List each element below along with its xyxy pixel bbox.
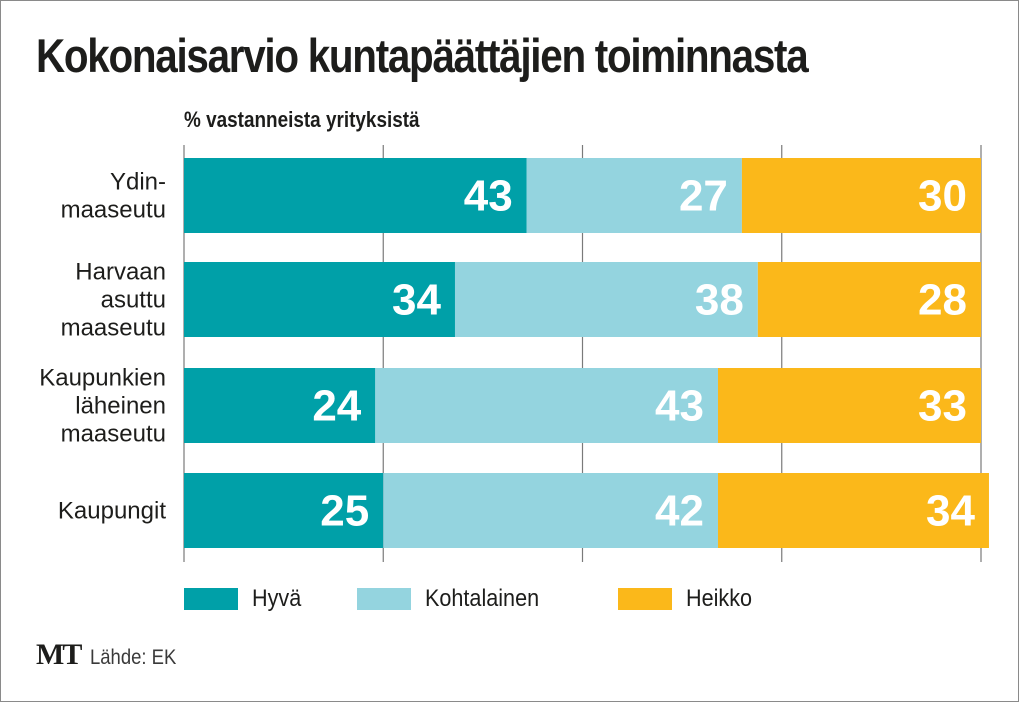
legend-label: Heikko — [686, 585, 753, 612]
legend-label: Kohtalainen — [425, 585, 540, 612]
bar-hyvä-2 — [184, 368, 376, 443]
bar-heikko-0 — [741, 158, 981, 233]
legend-swatch — [184, 588, 238, 610]
data-label-kohtalainen-0: 27 — [679, 172, 728, 221]
chart-subtitle: % vastanneista yrityksistä — [184, 107, 420, 132]
data-label-hyvä-2: 24 — [312, 382, 361, 431]
bar-kohtalainen-2 — [375, 368, 718, 443]
category-label-line: maaseutu — [61, 315, 166, 342]
bar-hyvä-0 — [184, 158, 527, 233]
category-label-line: maaseutu — [61, 421, 166, 448]
source-note: Lähde: EK — [90, 646, 177, 669]
bar-heikko-3 — [717, 473, 989, 548]
legend-item-hyvä: Hyvä — [184, 585, 307, 613]
category-label-line: läheinen — [75, 393, 166, 420]
bar-heikko-2 — [717, 368, 981, 443]
legend-item-kohtalainen: Kohtalainen — [357, 585, 552, 613]
data-label-heikko-3: 34 — [926, 487, 975, 536]
category-label-0: Ydin-maaseutu — [61, 169, 166, 224]
chart-title: Kokonaisarvio kuntapäättäjien toiminnast… — [36, 29, 809, 82]
footer: MT Lähde: EK — [36, 638, 188, 672]
category-label-line: Kaupungit — [58, 498, 166, 525]
data-label-hyvä-1: 34 — [392, 276, 441, 325]
data-label-kohtalainen-1: 38 — [695, 276, 744, 325]
bar-hyvä-3 — [184, 473, 384, 548]
bar-kohtalainen-3 — [383, 473, 718, 548]
category-label-line: maaseutu — [61, 197, 166, 224]
bar-kohtalainen-0 — [526, 158, 742, 233]
category-label-line: asuttu — [101, 287, 166, 314]
legend-item-heikko: Heikko — [618, 585, 759, 613]
legend-label: Hyvä — [252, 585, 302, 612]
mt-logo: MT — [36, 638, 82, 671]
category-label-line: Ydin- — [110, 169, 166, 196]
category-label-line: Kaupunkien — [39, 365, 166, 392]
data-label-kohtalainen-2: 43 — [655, 382, 704, 431]
category-label-2: Kaupunkien läheinen maaseutu — [39, 365, 166, 448]
category-label-3: Kaupungit — [58, 498, 166, 525]
bar-kohtalainen-1 — [454, 262, 758, 337]
data-label-hyvä-3: 25 — [320, 487, 369, 536]
data-label-heikko-2: 33 — [918, 382, 967, 431]
legend-swatch — [357, 588, 411, 610]
data-label-hyvä-0: 43 — [464, 172, 513, 221]
data-label-kohtalainen-3: 42 — [655, 487, 704, 536]
category-label-1: Harvaan asuttu maaseutu — [61, 259, 166, 342]
data-label-heikko-1: 28 — [918, 276, 967, 325]
bar-heikko-1 — [757, 262, 981, 337]
legend-swatch — [618, 588, 672, 610]
bar-hyvä-1 — [184, 262, 455, 337]
data-label-heikko-0: 30 — [918, 172, 967, 221]
category-label-line: Harvaan — [75, 259, 166, 286]
